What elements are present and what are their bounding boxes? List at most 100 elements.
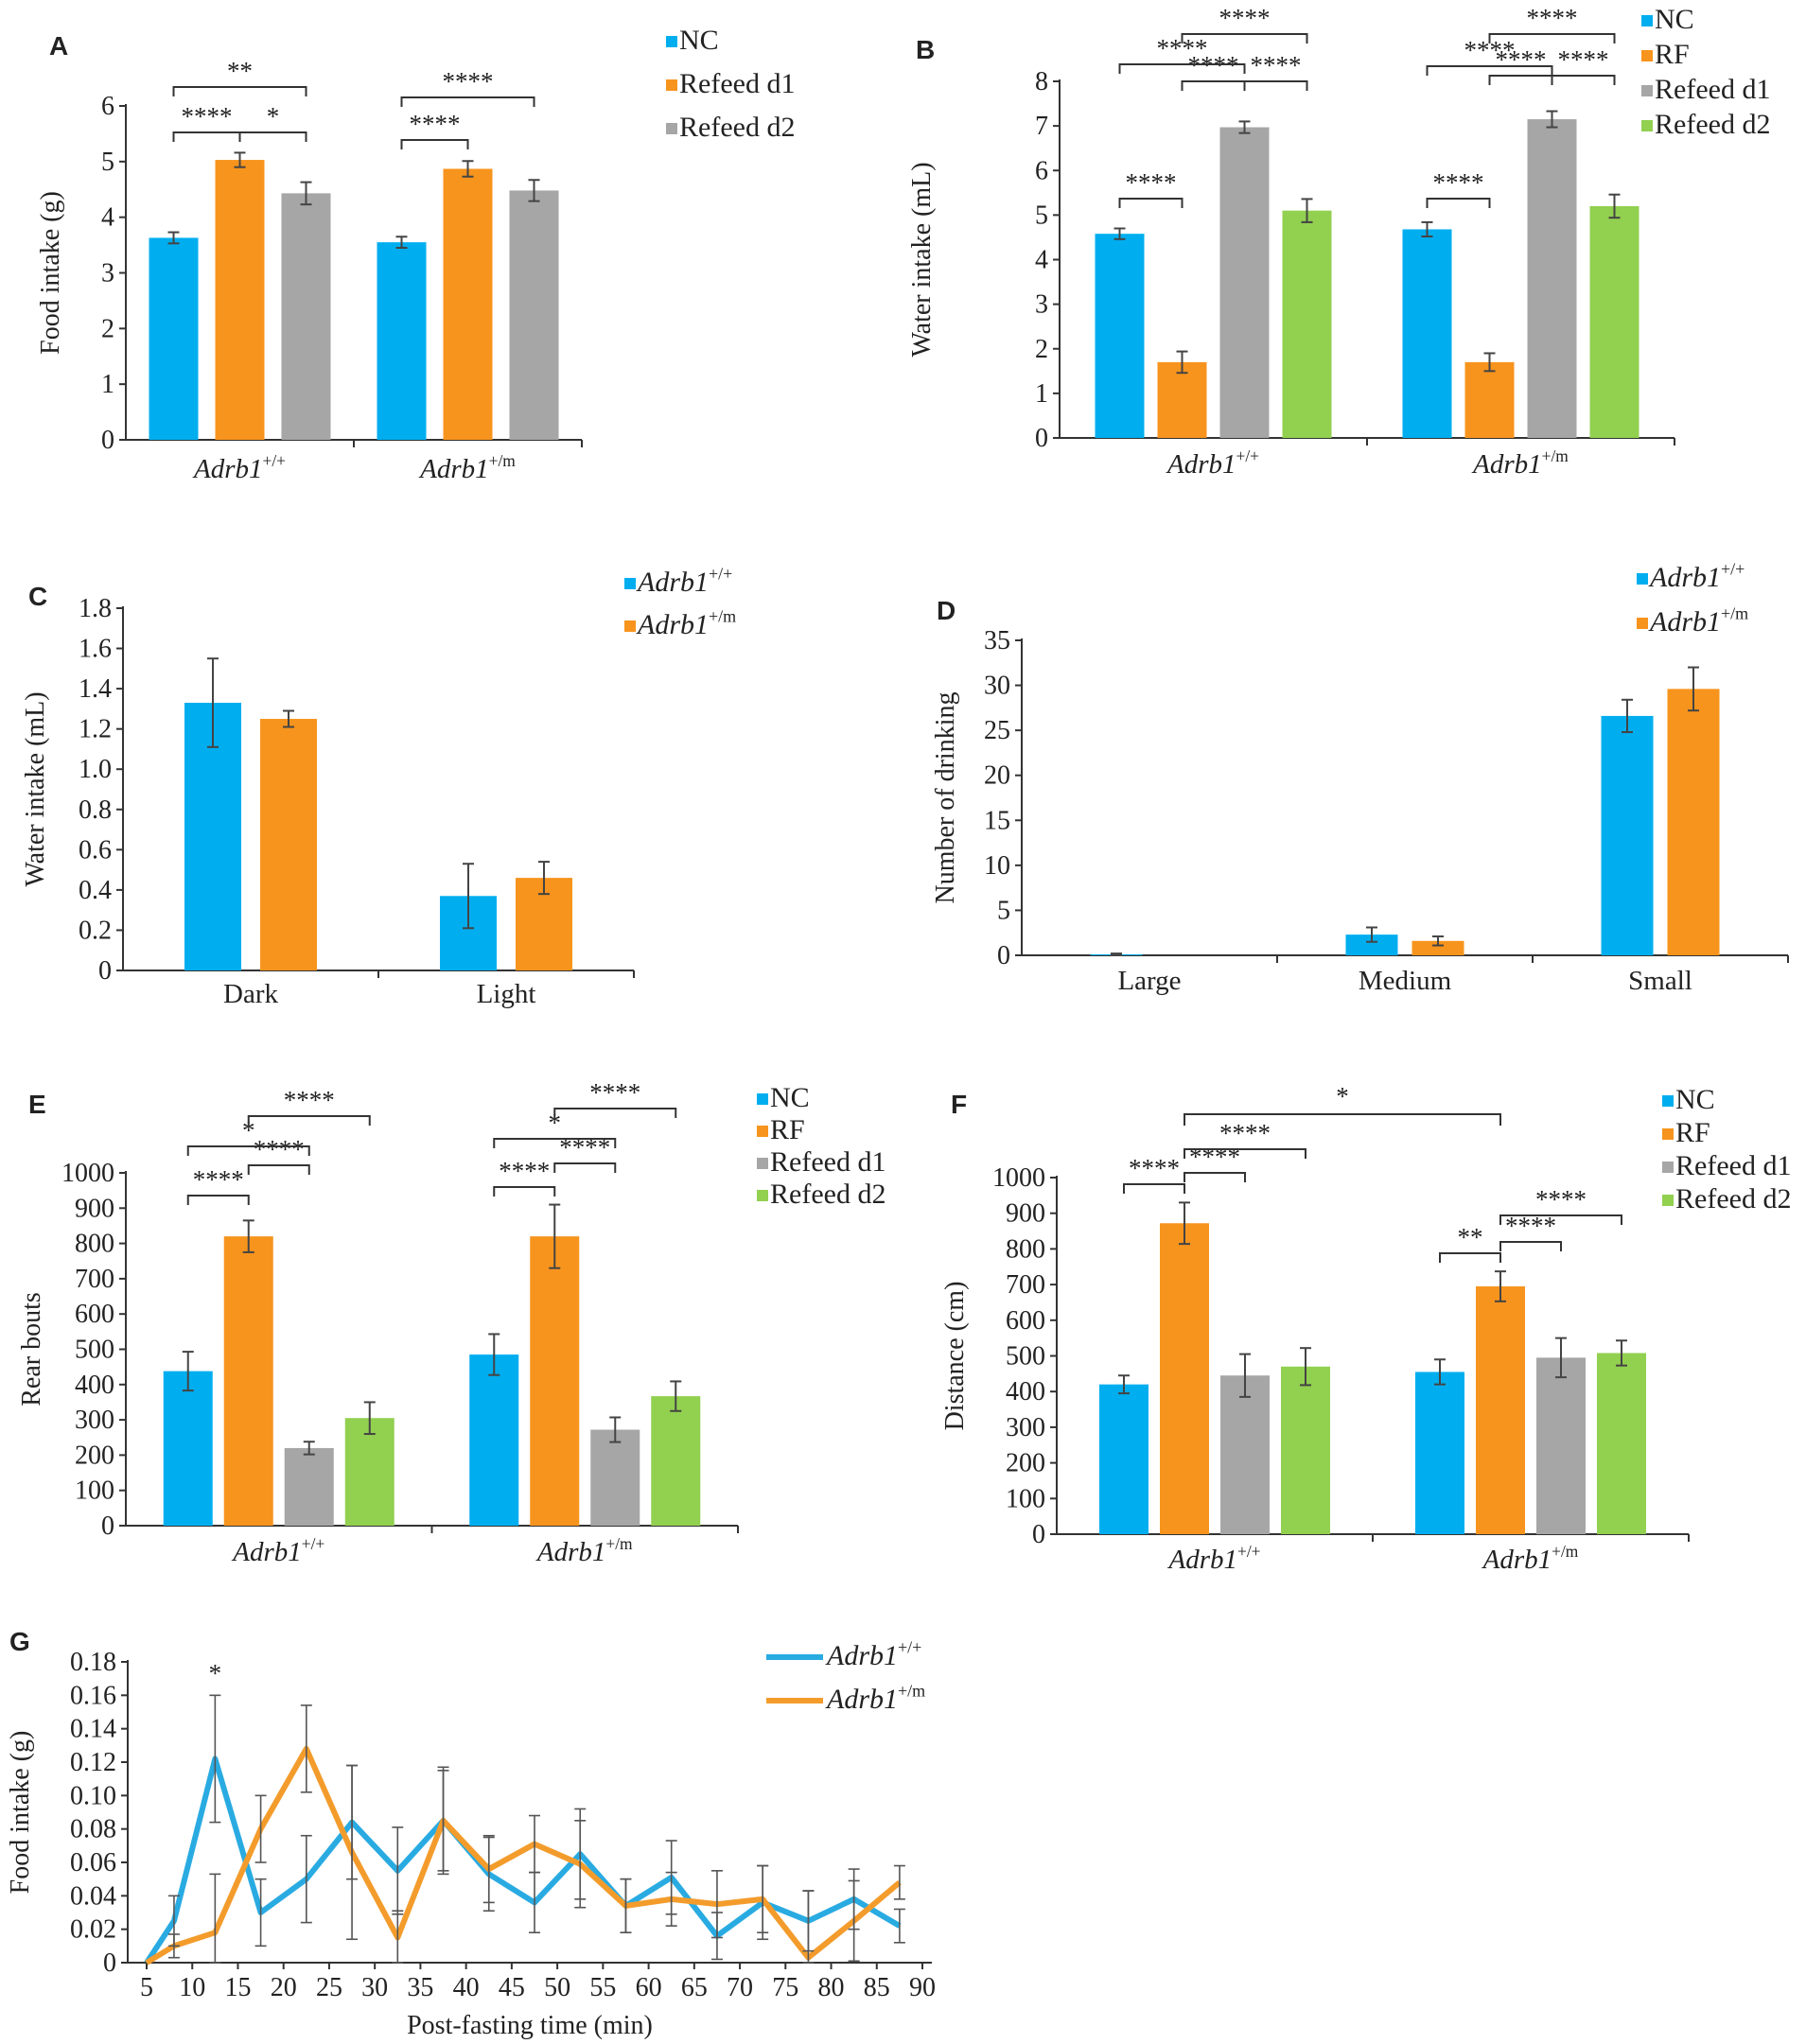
panel-g-y-axis-title: Food intake (g) (6, 1731, 35, 1895)
panel-g-legend-label-base: Adrb1 (825, 1684, 898, 1715)
panel-e-legend-label: Refeed d1 (770, 1146, 885, 1178)
panel-e-y-tick-label: 400 (75, 1371, 114, 1400)
panel-c-legend-label-base: Adrb1 (636, 609, 709, 640)
panel-f-bar-NC (1415, 1371, 1464, 1534)
panel-f-legend-swatch (1662, 1128, 1674, 1140)
panel-f-sig-bracket (1439, 1252, 1501, 1263)
panel-b-sig-bracket (1118, 198, 1184, 208)
panel-g-y-tick-label: 0.06 (70, 1848, 116, 1878)
panel-b-category-label: Adrb1+/m (1471, 446, 1569, 480)
panel-g-x-tick-label: 55 (589, 1973, 616, 2002)
panel-f-category-label-base: Adrb1 (1482, 1545, 1552, 1575)
panel-e-sig-bracket (247, 1164, 310, 1175)
panel-c-y-tick-label: 1.8 (79, 594, 112, 623)
panel-g-sig-label: * (209, 1659, 222, 1687)
panel-e-bar-Refeed d1 (284, 1447, 334, 1526)
panel-c-y-tick-label: 0 (98, 956, 112, 986)
panel-e-sig-bracket (493, 1186, 556, 1197)
panel-e-sig-label: * (242, 1116, 255, 1144)
panel-b-legend-label: Refeed d2 (1655, 109, 1770, 140)
panel-e-category-label-base: Adrb1 (231, 1537, 302, 1567)
panel-e-sig-label: **** (284, 1086, 335, 1114)
panel-a-sig-bracket (238, 131, 307, 142)
panel-g-x-tick-label: 80 (818, 1973, 845, 2002)
panel-c-y-axis-title: Water intake (mL) (21, 691, 50, 886)
panel-a-bar-Refeed d2 (281, 193, 331, 440)
panel-e-y-tick-label: 300 (75, 1406, 114, 1435)
panel-f-sig-bracket (1123, 1183, 1185, 1194)
panel-a-category-label-sup: +/m (489, 451, 517, 470)
panel-b-y-tick-label: 2 (1035, 335, 1048, 364)
panel-f-category-label: Adrb1+/+ (1167, 1542, 1261, 1575)
panel-g-legend-label: Adrb1+/m (825, 1681, 925, 1715)
panel-b-legend-swatch (1641, 120, 1653, 131)
panel-d-legend-label-base: Adrb1 (1648, 562, 1721, 593)
panel-g-y-tick-label: 0.12 (70, 1748, 116, 1777)
panel-b-sig-bracket (1426, 198, 1491, 208)
panel-c-bar-Adrb1+/m (260, 719, 317, 970)
panel-f-y-tick-label: 0 (1032, 1520, 1045, 1549)
panel-e-category-label: Adrb1+/+ (231, 1534, 324, 1567)
panel-f-legend-label: NC (1675, 1084, 1715, 1115)
panel-e-sig-bracket (553, 1162, 617, 1173)
panel-f-sig-bracket (1184, 1148, 1306, 1159)
panel-c-y-tick-label: 0.8 (79, 795, 112, 825)
panel-e-legend-swatch (757, 1190, 768, 1201)
panel-a-bar-Refeed d2 (509, 190, 559, 440)
panel-g-line-1 (145, 1745, 902, 1965)
panel-b-legend-swatch (1641, 50, 1653, 61)
panel-e: E 0 100 200 300 400 500 600 700 800 900 1000 Rear bo… (17, 1078, 885, 1567)
panel-b-y-tick-label: 6 (1035, 156, 1048, 185)
panel-g-x-tick-label: 85 (864, 1973, 890, 2002)
panel-f-legend-swatch (1662, 1195, 1674, 1206)
panel-f-y-tick-label: 500 (1006, 1342, 1045, 1371)
panel-f-y-tick-label: 700 (1006, 1270, 1045, 1300)
panel-f-sig-bracket (1184, 1172, 1246, 1182)
panel-b-bar-Refeed d2 (1589, 205, 1639, 438)
panel-g-y-tick-label: 0.08 (70, 1815, 116, 1844)
panel-d-legend-label-sup: +/+ (1721, 559, 1745, 578)
panel-c-legend-label-base: Adrb1 (636, 567, 709, 598)
panel-g-legend-label-sup: +/+ (898, 1637, 921, 1656)
panel-f-legend-swatch (1662, 1095, 1674, 1107)
panel-d-bar-Adrb1+/+ (1601, 715, 1654, 955)
panel-a-y-tick-label: 5 (101, 148, 114, 177)
panel-g-y-tick-label: 0 (103, 1948, 116, 1978)
panel-e-sig-bracket (553, 1108, 677, 1118)
panel-b-sig-bracket (1118, 63, 1246, 74)
panel-e-sig-label: **** (193, 1165, 244, 1194)
panel-g-x-axis-title: Post-fasting time (min) (407, 2011, 653, 2040)
panel-f-bar-Refeed d2 (1281, 1366, 1330, 1534)
panel-f-sig-bracket (1499, 1214, 1622, 1225)
panel-a-y-tick-label: 3 (101, 259, 114, 288)
panel-a-legend-label: Refeed d2 (679, 112, 795, 143)
panel-b-sig-label: **** (1219, 4, 1271, 32)
panel-f-sig-label: **** (1189, 1143, 1240, 1171)
panel-b-sig-bracket (1488, 33, 1616, 44)
panel-a-legend-swatch (666, 79, 677, 91)
panel-f-y-tick-label: 600 (1006, 1306, 1045, 1336)
panel-f-bar-RF (1476, 1285, 1525, 1534)
panel-c-y-tick-label: 1.2 (79, 715, 112, 744)
panel-b-y-tick-label: 0 (1035, 424, 1048, 453)
panel-b-letter: B (916, 35, 935, 64)
panel-d-y-tick-label: 25 (984, 716, 1010, 745)
panel-c-y-tick-label: 1.4 (79, 674, 112, 704)
panel-e-y-tick-label: 100 (75, 1476, 114, 1506)
panel-e-category-label: Adrb1+/m (535, 1534, 633, 1567)
panel-g-x-tick-label: 10 (179, 1973, 205, 2002)
panel-d-y-tick-label: 20 (984, 761, 1010, 791)
panel-f-legend-label: RF (1675, 1117, 1710, 1148)
panel-d-bar-Adrb1+/+ (1345, 935, 1398, 955)
panel-e-legend-swatch (757, 1126, 768, 1137)
panel-d-y-tick-label: 30 (984, 672, 1010, 701)
panel-e-bar-Refeed d2 (651, 1396, 701, 1526)
panel-d-legend-label-base: Adrb1 (1648, 606, 1721, 638)
panel-d-bar-Adrb1+/m (1411, 940, 1464, 955)
panel-f-sig-label: ** (1458, 1223, 1483, 1251)
panel-a-sig-bracket (172, 131, 241, 142)
panel-b-y-tick-label: 8 (1035, 67, 1048, 96)
panel-f-letter: F (951, 1090, 967, 1119)
panel-e-sig-bracket (493, 1138, 617, 1148)
panel-a-category-label-sup: +/+ (263, 451, 286, 470)
